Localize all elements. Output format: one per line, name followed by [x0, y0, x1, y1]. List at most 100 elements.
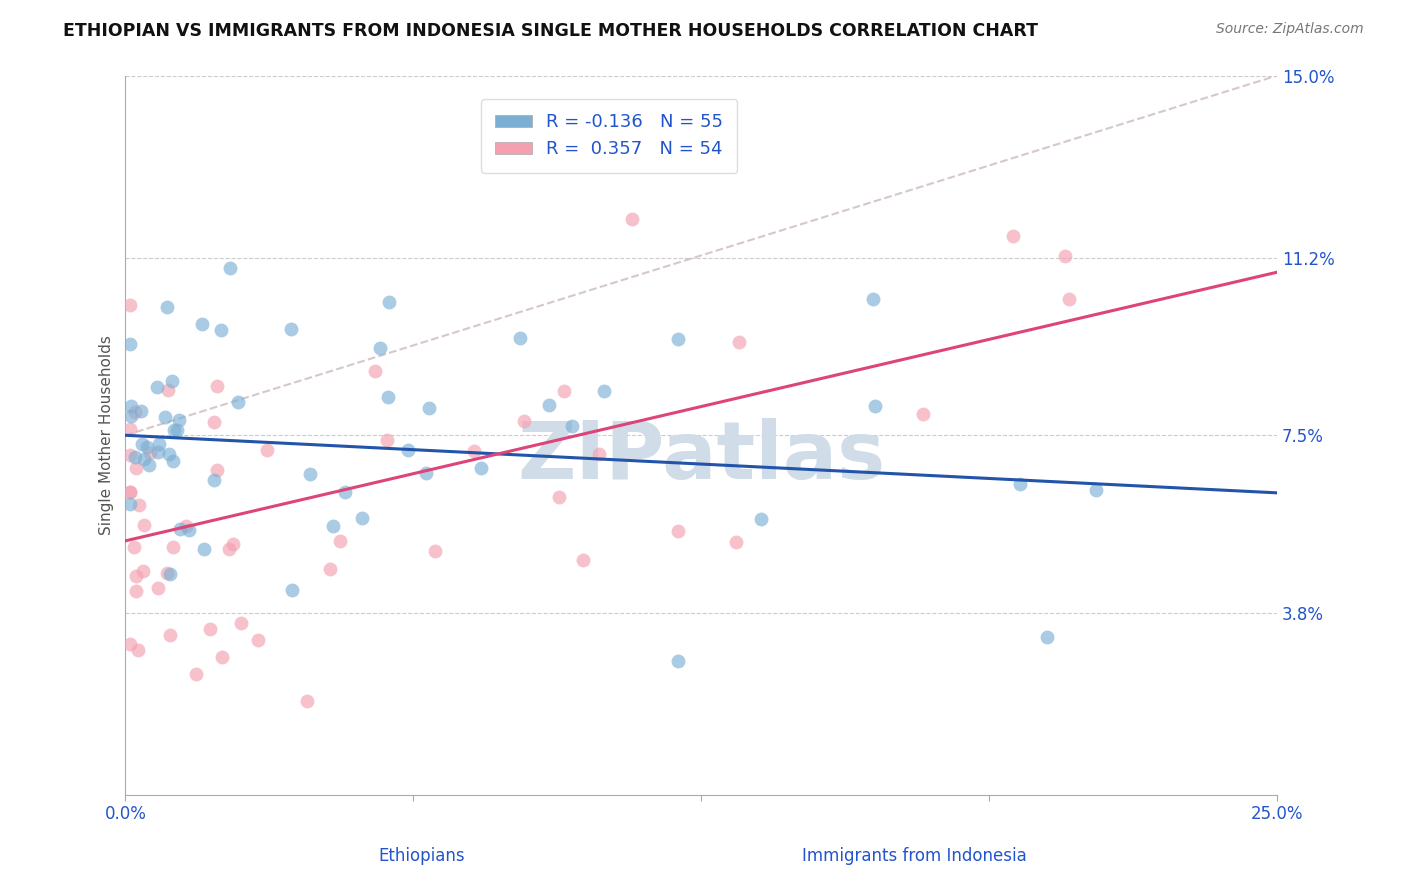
Point: [169, 522, 191, 536]
Point: [572, 553, 595, 567]
Point: [166, 423, 188, 437]
Point: [666, 332, 689, 346]
Point: [1053, 249, 1076, 263]
Point: [470, 461, 492, 475]
Point: [131, 436, 153, 450]
Point: [751, 512, 773, 526]
Point: [377, 390, 399, 404]
Point: [231, 615, 253, 630]
Point: [1008, 477, 1031, 491]
Point: [1084, 483, 1107, 497]
Point: [415, 467, 437, 481]
Point: [202, 473, 225, 487]
Point: [333, 484, 356, 499]
Point: [211, 649, 233, 664]
Point: [209, 323, 232, 337]
Point: [553, 384, 575, 398]
Point: [364, 364, 387, 378]
Point: [396, 443, 419, 458]
Point: [295, 694, 318, 708]
Point: [132, 452, 155, 467]
Point: [378, 294, 401, 309]
Point: [1057, 292, 1080, 306]
Point: [120, 337, 142, 351]
Point: [127, 642, 149, 657]
Point: [159, 628, 181, 642]
Point: [575, 140, 598, 154]
Point: [666, 654, 689, 668]
Point: [425, 543, 447, 558]
Point: [132, 518, 155, 533]
Point: [418, 401, 440, 416]
Point: [162, 454, 184, 468]
Point: [184, 666, 207, 681]
Point: [1001, 228, 1024, 243]
Point: [280, 321, 302, 335]
Point: [148, 437, 170, 451]
Point: [177, 523, 200, 537]
Point: [912, 407, 935, 421]
Point: [120, 399, 142, 413]
Point: [537, 398, 560, 412]
Point: [318, 562, 340, 576]
Point: [160, 374, 183, 388]
Point: [120, 637, 142, 651]
Point: [136, 440, 159, 454]
Point: [139, 446, 162, 460]
Point: [156, 300, 179, 314]
Point: [174, 519, 197, 533]
Point: [146, 581, 169, 595]
Text: Source: ZipAtlas.com: Source: ZipAtlas.com: [1216, 22, 1364, 37]
Text: ZIPatlas: ZIPatlas: [517, 417, 886, 496]
Point: [191, 317, 214, 331]
Point: [1036, 630, 1059, 644]
Point: [666, 524, 689, 539]
Point: [592, 384, 614, 398]
Point: [198, 623, 221, 637]
Point: [120, 484, 142, 499]
Point: [124, 404, 146, 418]
Point: [155, 409, 177, 424]
Point: [125, 584, 148, 599]
Point: [159, 566, 181, 581]
Point: [463, 443, 485, 458]
Point: [193, 542, 215, 557]
Legend: R = -0.136   N = 55, R =  0.357   N = 54: R = -0.136 N = 55, R = 0.357 N = 54: [481, 99, 737, 173]
Point: [132, 564, 155, 578]
Point: [124, 460, 146, 475]
Point: [375, 433, 398, 447]
Point: [128, 498, 150, 512]
Point: [561, 418, 583, 433]
Point: [157, 447, 180, 461]
Point: [124, 540, 146, 554]
Point: [222, 536, 245, 550]
Point: [322, 519, 344, 533]
Text: Immigrants from Indonesia: Immigrants from Indonesia: [801, 847, 1026, 865]
Point: [156, 384, 179, 398]
Point: [218, 542, 240, 557]
Point: [256, 442, 278, 457]
Point: [368, 342, 391, 356]
Point: [155, 566, 177, 581]
Point: [725, 535, 748, 549]
Point: [728, 335, 751, 350]
Point: [512, 414, 534, 428]
Point: [588, 447, 610, 461]
Point: [202, 416, 225, 430]
Point: [863, 399, 886, 413]
Text: Ethiopians: Ethiopians: [378, 847, 465, 865]
Point: [299, 467, 322, 481]
Point: [862, 292, 884, 306]
Point: [120, 484, 142, 499]
Point: [120, 497, 142, 511]
Point: [329, 534, 352, 549]
Point: [509, 331, 531, 345]
Point: [219, 260, 242, 275]
Point: [146, 379, 169, 393]
Point: [146, 444, 169, 458]
Point: [352, 511, 374, 525]
Point: [247, 633, 270, 648]
Point: [120, 298, 142, 312]
Point: [125, 569, 148, 583]
Point: [124, 450, 146, 465]
